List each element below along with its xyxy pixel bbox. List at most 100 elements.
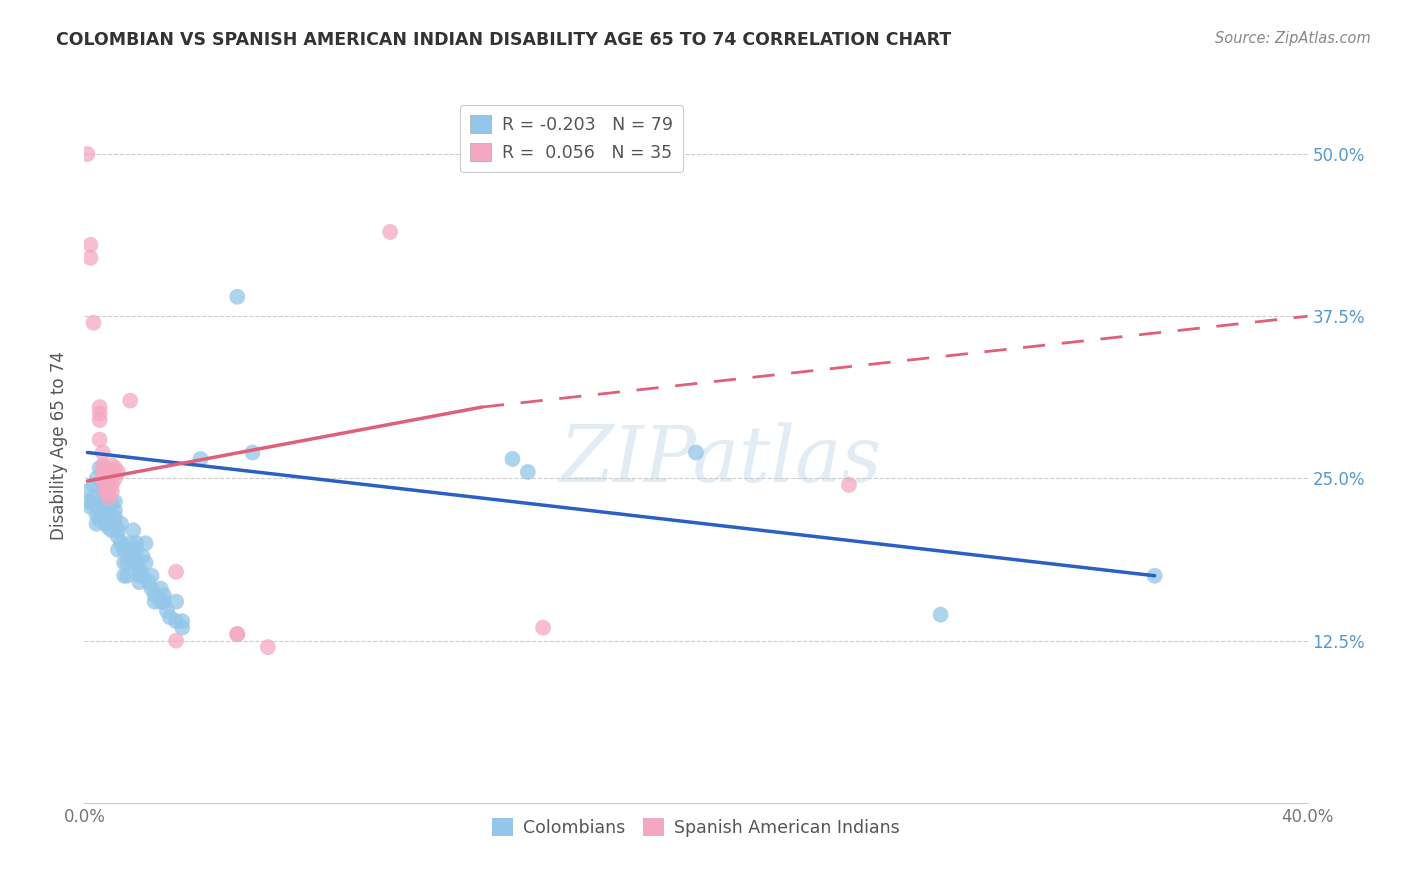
Point <box>83 491 105 505</box>
Point <box>929 607 952 622</box>
Point <box>101 458 124 473</box>
Point <box>107 465 129 479</box>
Point <box>104 495 127 509</box>
Point <box>125 536 148 550</box>
Point <box>97 474 120 488</box>
Point <box>165 595 187 609</box>
Point <box>94 487 117 501</box>
Point <box>79 500 101 514</box>
Point <box>94 516 117 531</box>
Point <box>97 465 120 479</box>
Point <box>79 238 101 252</box>
Point <box>97 484 120 499</box>
Point <box>226 627 249 641</box>
Point <box>97 521 120 535</box>
Point <box>516 465 538 479</box>
Point <box>89 433 111 447</box>
Point <box>120 393 142 408</box>
Point <box>79 251 101 265</box>
Point <box>122 524 145 538</box>
Point <box>112 556 135 570</box>
Point <box>101 524 124 538</box>
Point <box>380 225 402 239</box>
Point <box>159 610 181 624</box>
Point <box>125 556 148 570</box>
Point <box>104 504 127 518</box>
Point <box>128 575 150 590</box>
Point <box>172 621 194 635</box>
Text: COLOMBIAN VS SPANISH AMERICAN INDIAN DISABILITY AGE 65 TO 74 CORRELATION CHART: COLOMBIAN VS SPANISH AMERICAN INDIAN DIS… <box>56 31 952 49</box>
Point <box>110 516 132 531</box>
Point <box>149 595 172 609</box>
Point <box>165 633 187 648</box>
Point <box>94 461 117 475</box>
Point <box>89 510 111 524</box>
Point <box>156 604 179 618</box>
Point <box>94 471 117 485</box>
Point <box>101 484 124 499</box>
Point <box>104 461 127 475</box>
Point <box>89 513 111 527</box>
Point <box>115 568 138 582</box>
Point <box>131 549 153 564</box>
Text: Source: ZipAtlas.com: Source: ZipAtlas.com <box>1215 31 1371 46</box>
Point <box>91 471 114 485</box>
Point <box>257 640 280 654</box>
Point <box>101 513 124 527</box>
Point <box>141 568 163 582</box>
Point <box>89 400 111 414</box>
Point <box>143 588 166 602</box>
Point <box>83 316 105 330</box>
Point <box>76 147 98 161</box>
Point <box>153 588 176 602</box>
Point <box>226 290 249 304</box>
Point <box>143 595 166 609</box>
Point <box>122 542 145 557</box>
Point <box>91 465 114 479</box>
Point <box>101 497 124 511</box>
Point <box>79 495 101 509</box>
Point <box>97 504 120 518</box>
Point <box>112 568 135 582</box>
Point <box>125 542 148 557</box>
Y-axis label: Disability Age 65 to 74: Disability Age 65 to 74 <box>51 351 69 541</box>
Point <box>89 407 111 421</box>
Point <box>502 452 524 467</box>
Point <box>531 621 554 635</box>
Point <box>94 471 117 485</box>
Point <box>104 516 127 531</box>
Point <box>89 497 111 511</box>
Point <box>153 595 176 609</box>
Point <box>91 445 114 459</box>
Point <box>838 478 860 492</box>
Point <box>110 536 132 550</box>
Point <box>91 484 114 499</box>
Point <box>91 504 114 518</box>
Point <box>94 491 117 505</box>
Point <box>107 530 129 544</box>
Point <box>101 478 124 492</box>
Point <box>104 510 127 524</box>
Point <box>172 614 194 628</box>
Point <box>112 542 135 557</box>
Point <box>83 478 105 492</box>
Point <box>242 445 264 459</box>
Point <box>91 497 114 511</box>
Point <box>94 513 117 527</box>
Point <box>120 536 142 550</box>
Point <box>86 508 108 522</box>
Point <box>135 556 157 570</box>
Legend: Colombians, Spanish American Indians: Colombians, Spanish American Indians <box>485 812 907 844</box>
Point <box>91 458 114 473</box>
Point <box>89 461 111 475</box>
Text: ZIPatlas: ZIPatlas <box>560 422 882 499</box>
Point <box>107 524 129 538</box>
Point <box>86 516 108 531</box>
Point <box>149 582 172 596</box>
Point <box>685 445 707 459</box>
Point <box>83 497 105 511</box>
Point <box>226 627 249 641</box>
Point <box>120 549 142 564</box>
Point <box>135 536 157 550</box>
Point <box>1143 568 1166 582</box>
